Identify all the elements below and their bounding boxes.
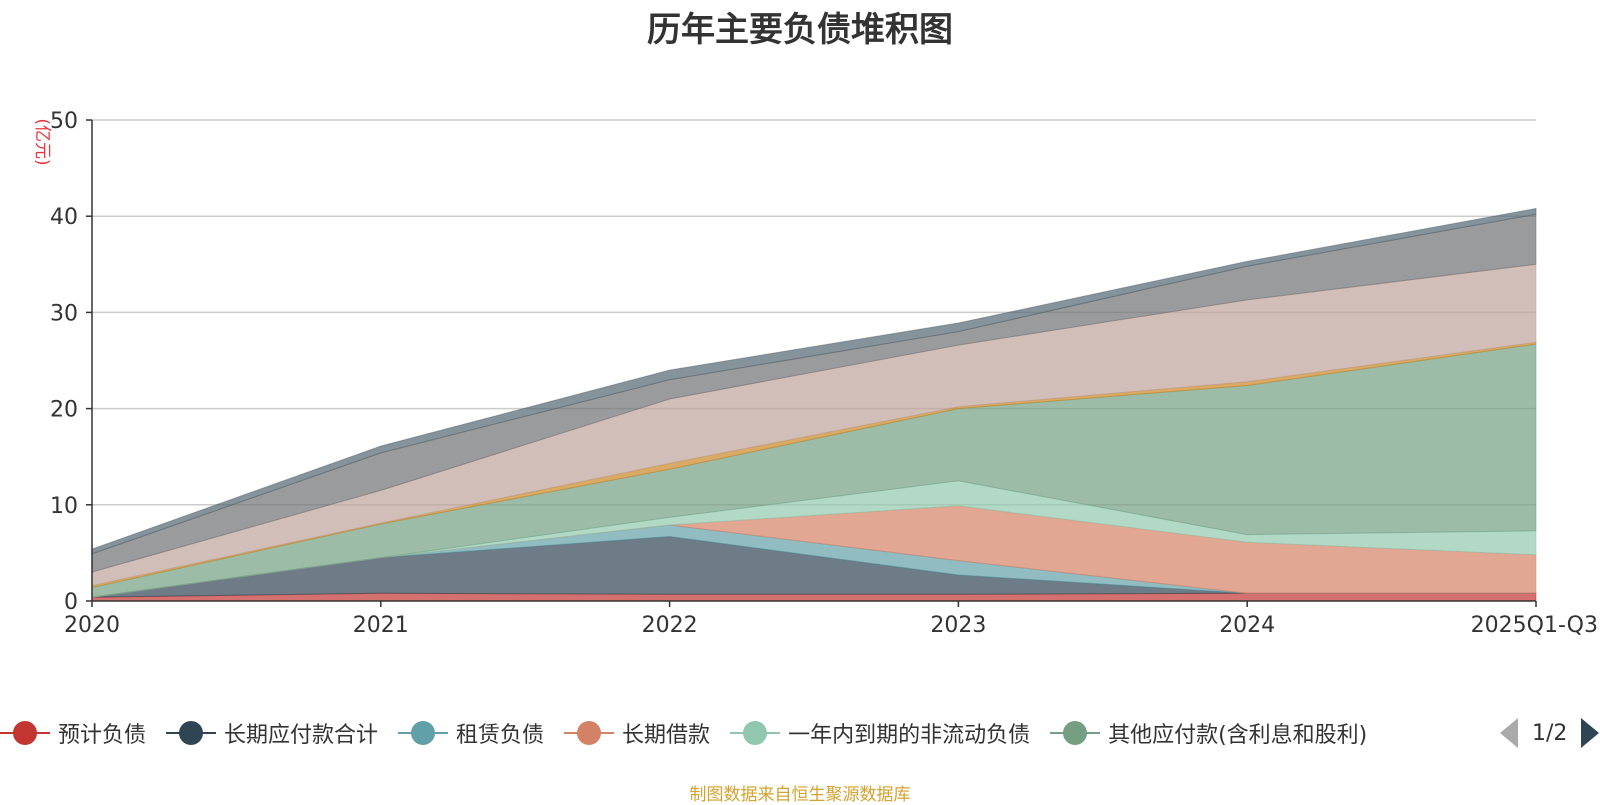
y-tick-label: 40 bbox=[50, 205, 78, 230]
x-tick-label: 2025Q1-Q3 bbox=[1471, 613, 1598, 638]
legend-item[interactable]: 长期借款 bbox=[564, 717, 710, 749]
y-tick-label: 30 bbox=[50, 301, 78, 326]
legend-item[interactable]: 其他应付款(含利息和股利) bbox=[1050, 717, 1367, 749]
legend-marker-icon bbox=[0, 720, 50, 746]
legend-item[interactable]: 租赁负债 bbox=[398, 717, 544, 749]
legend-prev-page-icon[interactable] bbox=[1500, 718, 1518, 748]
legend-marker-icon bbox=[166, 720, 217, 746]
x-tick-label: 2022 bbox=[642, 613, 698, 638]
legend-label: 预计负债 bbox=[58, 723, 147, 748]
legend-item[interactable]: 一年内到期的非流动负债 bbox=[730, 717, 1030, 749]
legend-label: 长期应付款合计 bbox=[224, 723, 379, 748]
legend-page-indicator: 1/2 bbox=[1532, 720, 1568, 746]
area-series-9[interactable] bbox=[91, 207, 1537, 555]
legend-pager: 1/2 bbox=[1500, 716, 1600, 750]
x-tick-label: 2020 bbox=[64, 613, 120, 638]
legend-marker-icon bbox=[398, 720, 449, 746]
y-tick-label: 50 bbox=[50, 109, 78, 134]
legend-label: 租赁负债 bbox=[456, 723, 545, 748]
legend-label: 一年内到期的非流动负债 bbox=[788, 723, 1031, 748]
legend-next-page-icon[interactable] bbox=[1581, 718, 1600, 748]
legend-marker-icon bbox=[564, 720, 615, 746]
chart-title: 历年主要负债堆积图 bbox=[647, 10, 953, 50]
source-note: 制图数据来自恒生聚源数据库 bbox=[689, 785, 911, 805]
area-series-layer bbox=[91, 207, 1537, 602]
x-tick-label: 2021 bbox=[353, 613, 409, 638]
legend-item[interactable]: 预计负债 bbox=[0, 717, 146, 749]
y-tick-label: 0 bbox=[64, 590, 78, 615]
y-axis-unit-label: (亿元) bbox=[32, 118, 52, 165]
legend-marker-icon bbox=[730, 720, 781, 746]
legend-label: 长期借款 bbox=[622, 723, 711, 748]
y-tick-label: 20 bbox=[50, 398, 78, 423]
y-tick-label: 10 bbox=[50, 494, 78, 519]
legend-marker-icon bbox=[1050, 720, 1101, 746]
x-tick-label: 2024 bbox=[1219, 613, 1275, 638]
x-tick-label: 2023 bbox=[930, 613, 986, 638]
legend: 预计负债 长期应付款合计 租赁负债 长期借款 一年内到期的非流动负债 其他应付款(含利息和… bbox=[0, 716, 1387, 750]
axes: 0 10 20 30 40 50 2020 2021 2022 2023 2024 2025Q1-Q3 bbox=[50, 109, 1598, 638]
legend-item[interactable]: 长期应付款合计 bbox=[166, 717, 378, 749]
legend-label: 其他应付款(含利息和股利) bbox=[1108, 723, 1368, 748]
